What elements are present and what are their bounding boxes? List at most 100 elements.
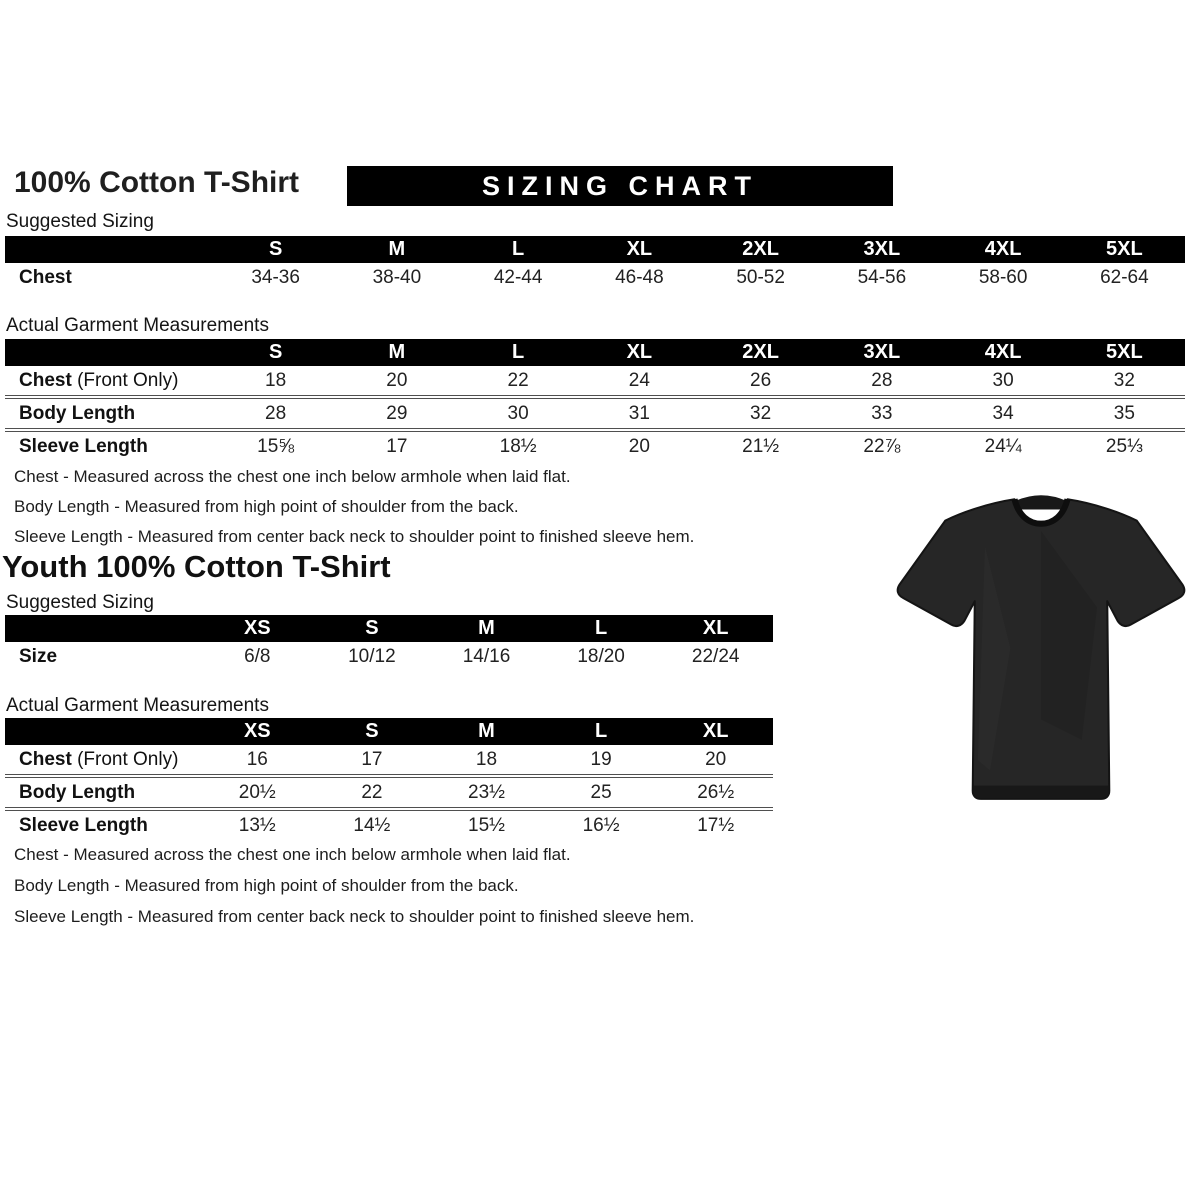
table-cell: 16½ <box>582 814 620 836</box>
table-cell: 30 <box>992 369 1014 391</box>
measurement-note: Sleeve Length - Measured from center bac… <box>14 527 695 546</box>
header-cell: XL <box>626 341 653 363</box>
header-cell: S <box>268 238 283 260</box>
header-cell: 4XL <box>984 238 1022 260</box>
header-cell: L <box>594 720 608 742</box>
table-cell: 58-60 <box>978 266 1028 288</box>
header-cell: M <box>478 617 495 639</box>
row-label-suffix: (Front Only) <box>71 748 179 770</box>
header-cell: XL <box>702 720 729 742</box>
table-cell: 22 <box>507 369 529 391</box>
header-cell: 4XL <box>984 341 1022 363</box>
table-cell: 6/8 <box>244 645 271 667</box>
youth-suggested-sizing-label: Suggested Sizing <box>6 592 154 613</box>
table-cell: 18 <box>475 748 498 770</box>
table-cell: 46-48 <box>615 266 664 288</box>
header-cell: L <box>512 238 525 260</box>
table-cell: 42-44 <box>493 266 543 288</box>
measurement-note: Body Length - Measured from high point o… <box>14 497 519 516</box>
table-cell: 22 <box>361 781 383 803</box>
row-label: Body Length <box>19 781 136 803</box>
header-cell: 2XL <box>742 341 779 363</box>
table-cell: 38-40 <box>372 266 422 288</box>
adult-actual-table: S M L XL 2XL 3XL 4XL 5XL Chest (Front On… <box>5 339 1185 461</box>
table-cell: 54-56 <box>857 266 907 288</box>
table-header-row: S M L XL 2XL 3XL 4XL 5XL <box>5 339 1185 366</box>
header-cell: 3XL <box>863 238 901 260</box>
header-cell: 5XL <box>1106 341 1143 363</box>
tshirt-image <box>888 485 1194 805</box>
table-header-row: S M L XL 2XL 3XL 4XL 5XL <box>5 236 1185 263</box>
table-row-body-length: Body Length 28 29 30 31 32 33 34 35 <box>5 395 1185 428</box>
table-cell: 19 <box>590 748 612 770</box>
table-cell: 30 <box>507 402 529 424</box>
table-cell: 24 <box>628 369 650 391</box>
table-cell: 26 <box>750 369 772 391</box>
header-cell: XL <box>702 617 729 639</box>
table-cell: 17½ <box>697 814 735 836</box>
row-label-suffix: (Front Only) <box>71 369 179 391</box>
measurement-note: Chest - Measured across the chest one in… <box>14 845 571 864</box>
table-cell: 18½ <box>499 435 537 457</box>
header-cell: M <box>388 341 406 363</box>
table-cell: 29 <box>386 402 408 424</box>
row-label: Size <box>19 645 58 667</box>
row-label: Chest (Front Only) <box>19 748 179 770</box>
table-cell: 28 <box>265 402 287 424</box>
header-cell: S <box>365 617 379 639</box>
table-row-body-length: Body Length 20½ 22 23½ 25 26½ <box>5 774 773 807</box>
header-cell: L <box>512 341 525 363</box>
adult-measurement-notes: Chest - Measured across the chest one in… <box>14 467 694 557</box>
table-cell: 23½ <box>468 781 505 803</box>
youth-actual-measurements-label: Actual Garment Measurements <box>6 695 269 716</box>
table-cell: 25⅓ <box>1105 435 1143 457</box>
table-cell: 31 <box>628 402 650 424</box>
header-cell: S <box>365 720 379 742</box>
table-cell: 14½ <box>353 814 391 836</box>
measurement-note: Chest - Measured across the chest one in… <box>14 467 571 486</box>
table-row-chest: Chest (Front Only) 16 17 18 19 20 <box>5 745 773 774</box>
table-cell: 22/24 <box>691 645 740 667</box>
youth-actual-table: XS S M L XL Chest (Front Only) 16 17 18 … <box>5 718 773 840</box>
table-cell: 32 <box>750 402 772 424</box>
header-cell: S <box>268 341 283 363</box>
adult-suggested-table: S M L XL 2XL 3XL 4XL 5XL Chest 34-36 38-… <box>5 236 1185 292</box>
row-label: Body Length <box>19 402 136 424</box>
sizing-chart-banner-text: SIZING CHART <box>482 170 758 201</box>
table-row-chest: Chest 34-36 38-40 42-44 46-48 50-52 54-5… <box>5 263 1185 292</box>
table-cell: 18/20 <box>577 645 625 667</box>
table-cell: 26½ <box>697 781 735 803</box>
measurement-note: Body Length - Measured from high point o… <box>14 876 519 895</box>
header-cell: 5XL <box>1106 238 1143 260</box>
table-row-chest: Chest (Front Only) 18 20 22 24 26 28 30 … <box>5 366 1185 395</box>
header-cell: XL <box>626 238 653 260</box>
table-cell: 34 <box>992 402 1014 424</box>
youth-measurement-notes: Chest - Measured across the chest one in… <box>14 845 694 938</box>
row-label: Chest <box>19 266 72 288</box>
header-cell: L <box>594 617 608 639</box>
table-cell: 20 <box>705 748 727 770</box>
table-cell: 28 <box>871 369 893 391</box>
table-cell: 16 <box>246 748 268 770</box>
header-cell: M <box>388 238 406 260</box>
table-cell: 17 <box>361 748 383 770</box>
table-cell: 20 <box>628 435 650 457</box>
sizing-chart-banner: SIZING CHART <box>347 166 893 206</box>
table-row-size: Size 6/8 10/12 14/16 18/20 22/24 <box>5 642 773 671</box>
table-cell: 24¼ <box>984 435 1022 457</box>
adult-actual-measurements-label: Actual Garment Measurements <box>6 315 269 336</box>
table-cell: 15½ <box>468 814 505 836</box>
table-cell: 20½ <box>238 781 276 803</box>
table-cell: 14/16 <box>462 645 511 667</box>
header-cell: 2XL <box>742 238 779 260</box>
measurement-note: Sleeve Length - Measured from center bac… <box>14 907 695 926</box>
table-cell: 22⅞ <box>863 435 901 457</box>
table-cell: 17 <box>386 435 408 457</box>
table-row-sleeve-length: Sleeve Length 15⅝ 17 18½ 20 21½ 22⅞ 24¼ … <box>5 428 1185 461</box>
header-cell: 3XL <box>863 341 901 363</box>
table-cell: 18 <box>265 369 287 391</box>
table-cell: 50-52 <box>736 266 785 288</box>
table-cell: 35 <box>1113 402 1135 424</box>
row-label: Sleeve Length <box>19 814 148 836</box>
